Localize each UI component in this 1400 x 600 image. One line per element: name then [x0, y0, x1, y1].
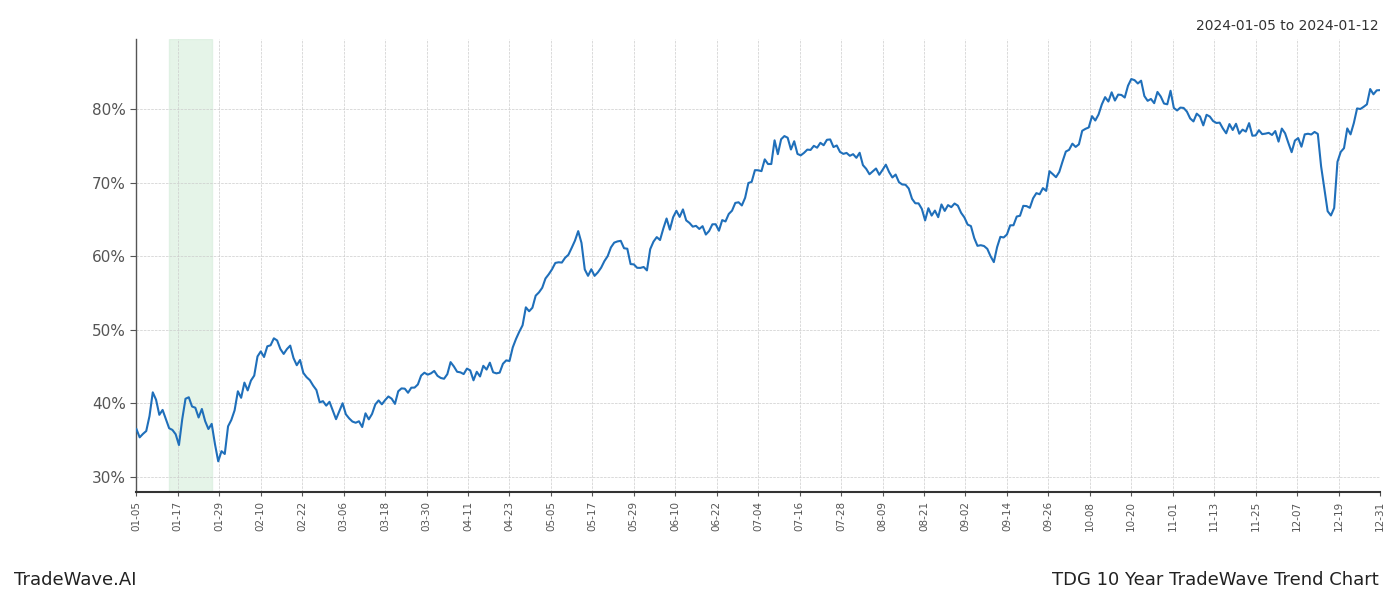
Text: 2024-01-05 to 2024-01-12: 2024-01-05 to 2024-01-12 — [1197, 19, 1379, 33]
Text: TDG 10 Year TradeWave Trend Chart: TDG 10 Year TradeWave Trend Chart — [1053, 571, 1379, 589]
Bar — [169, 39, 211, 492]
Text: TradeWave.AI: TradeWave.AI — [14, 571, 137, 589]
